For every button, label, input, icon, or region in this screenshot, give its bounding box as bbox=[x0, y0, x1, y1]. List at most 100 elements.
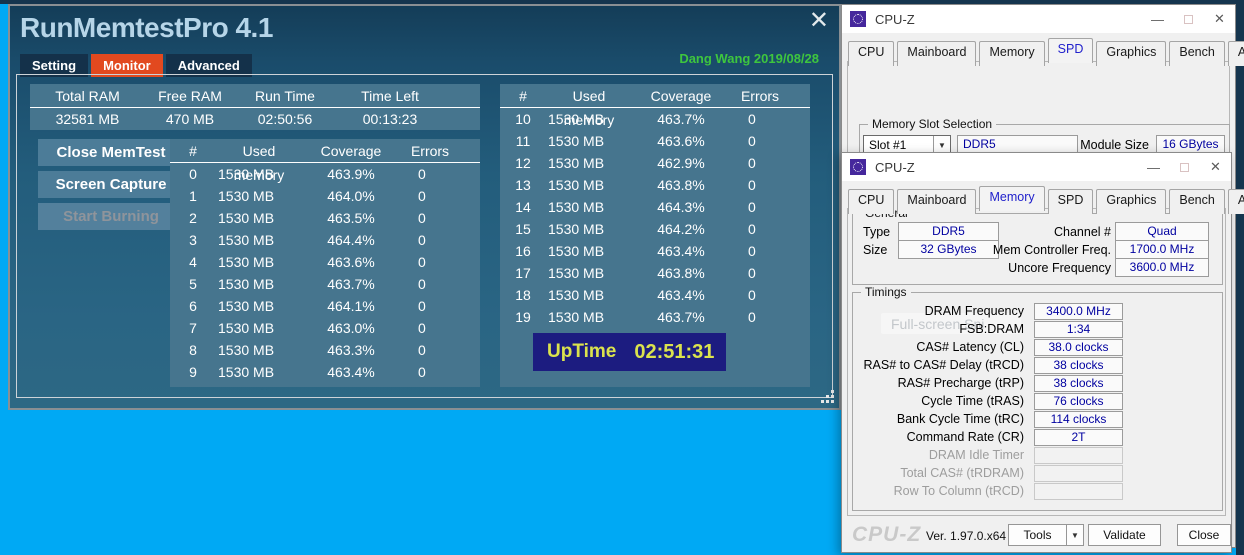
tools-button[interactable]: Tools bbox=[1008, 524, 1067, 546]
run-time-value: 02:50:56 bbox=[257, 111, 313, 127]
maximize-button[interactable] bbox=[1169, 153, 1200, 181]
fsb-dram-field: 1:34 bbox=[1034, 321, 1123, 338]
caption-buttons: — ✕ bbox=[1138, 153, 1231, 181]
col-header-coverage: Coverage bbox=[650, 88, 712, 104]
table-row: 1 1530 MB 464.0% 0 bbox=[189, 188, 426, 204]
close-button[interactable]: ✕ bbox=[1210, 159, 1221, 174]
timings-group: Timings DRAM Frequency 3400.0 MHz FSB:DR… bbox=[852, 285, 1223, 511]
version-label: Ver. 1.97.0.x64 bbox=[926, 529, 1007, 543]
tab-advanced[interactable]: Advanced bbox=[165, 54, 252, 77]
mem-controller-freq-field: 1700.0 MHz bbox=[1115, 240, 1209, 259]
button-column: Close MemTest Screen Capture Start Burni… bbox=[38, 139, 184, 235]
size-label: Size bbox=[863, 243, 888, 257]
timing-row: DRAM Idle Timer bbox=[853, 447, 1222, 464]
cpuz-tab-bar: CPU Mainboard Memory SPD Graphics Bench … bbox=[842, 181, 1244, 214]
trp-field: 38 clocks bbox=[1034, 375, 1123, 392]
total-ram-value: 32581 MB bbox=[55, 111, 120, 127]
summary-value-row: 32581 MB 470 MB 02:50:56 00:13:23 bbox=[30, 108, 480, 130]
cas-latency-field: 38.0 clocks bbox=[1034, 339, 1123, 356]
timing-row: Total CAS# (tRDRAM) bbox=[853, 465, 1222, 482]
table-row: 15 1530 MB 464.2% 0 bbox=[515, 221, 756, 237]
timing-row: Command Rate (CR) 2T bbox=[853, 429, 1222, 446]
tab-setting[interactable]: Setting bbox=[20, 54, 89, 77]
slot-select-combobox[interactable]: Slot #1 ▼ bbox=[863, 135, 951, 155]
group-label: Timings bbox=[861, 285, 911, 299]
module-size-field: 16 GBytes bbox=[1156, 135, 1225, 154]
memtest-window: ✕ RunMemtestPro 4.1 Dang Wang 2019/08/28… bbox=[8, 4, 841, 410]
table-row: 16 1530 MB 463.4% 0 bbox=[515, 243, 756, 259]
tab-mainboard[interactable]: Mainboard bbox=[897, 189, 977, 214]
close-icon[interactable]: ✕ bbox=[808, 7, 829, 34]
memtest-table-right: # Used memory Coverage Errors 10 1530 MB 4… bbox=[500, 84, 810, 387]
tab-about[interactable]: About bbox=[1227, 189, 1244, 214]
author-date-label: Dang Wang 2019/08/28 bbox=[679, 51, 819, 66]
validate-button[interactable]: Validate bbox=[1088, 524, 1161, 546]
tab-cpu[interactable]: CPU bbox=[848, 41, 895, 66]
cpuz-app-icon bbox=[850, 11, 866, 27]
free-ram-value: 470 MB bbox=[165, 111, 215, 127]
row-to-column-field bbox=[1034, 483, 1123, 500]
command-rate-field: 2T bbox=[1034, 429, 1123, 446]
tools-dropdown-icon[interactable]: ▼ bbox=[1066, 524, 1084, 546]
timing-row: FSB:DRAM 1:34 bbox=[853, 321, 1222, 338]
tab-bench[interactable]: Bench bbox=[1169, 189, 1225, 214]
close-button[interactable]: ✕ bbox=[1214, 11, 1225, 26]
tab-mainboard[interactable]: Mainboard bbox=[897, 41, 977, 66]
uptime-value: 02:51:31 bbox=[634, 340, 715, 363]
table-row: 8 1530 MB 463.3% 0 bbox=[189, 342, 426, 358]
table-row: 17 1530 MB 463.8% 0 bbox=[515, 265, 756, 281]
table-row: 4 1530 MB 463.6% 0 bbox=[189, 254, 426, 270]
close-button[interactable]: Close bbox=[1177, 524, 1231, 546]
close-memtest-button[interactable]: Close MemTest bbox=[38, 139, 184, 166]
group-label: Memory Slot Selection bbox=[868, 117, 997, 131]
minimize-button[interactable]: — bbox=[1147, 159, 1160, 175]
title-bar: CPU-Z — ✕ bbox=[842, 153, 1231, 181]
snip-ghost-overlay: Full-screen Sni bbox=[881, 313, 1021, 334]
tras-field: 76 clocks bbox=[1034, 393, 1123, 410]
tab-graphics[interactable]: Graphics bbox=[1096, 41, 1167, 66]
timing-row: CAS# Latency (CL) 38.0 clocks bbox=[853, 339, 1222, 356]
uptime-label: UpTime bbox=[547, 341, 617, 362]
tab-memory[interactable]: Memory bbox=[979, 41, 1045, 66]
table-header-row: # Used memory Coverage Errors bbox=[500, 84, 810, 128]
screen-capture-button[interactable]: Screen Capture bbox=[38, 171, 184, 198]
summary-header-free-ram: Free RAM bbox=[158, 88, 222, 104]
timing-row: Bank Cycle Time (tRC) 114 clocks bbox=[853, 411, 1222, 428]
table-row: 10 1530 MB 463.7% 0 bbox=[515, 111, 756, 127]
tab-spd[interactable]: SPD bbox=[1047, 38, 1094, 63]
tab-graphics[interactable]: Graphics bbox=[1096, 189, 1167, 214]
maximize-button[interactable] bbox=[1173, 5, 1204, 33]
col-header-errors: Errors bbox=[410, 143, 450, 159]
chevron-down-icon[interactable]: ▼ bbox=[933, 136, 950, 154]
resize-grip[interactable] bbox=[819, 388, 822, 391]
tab-cpu[interactable]: CPU bbox=[848, 189, 895, 214]
timing-row: RAS# Precharge (tRP) 38 clocks bbox=[853, 375, 1222, 392]
maximize-icon bbox=[1184, 14, 1193, 24]
uncore-frequency-field: 3600.0 MHz bbox=[1115, 258, 1209, 277]
background-window-edge-top bbox=[0, 0, 1244, 4]
minimize-button[interactable]: — bbox=[1151, 11, 1164, 27]
total-cas-field bbox=[1034, 465, 1123, 482]
background-window-edge-right bbox=[1236, 0, 1244, 555]
dram-idle-timer-field bbox=[1034, 447, 1123, 464]
slot-select-value: Slot #1 bbox=[869, 138, 907, 152]
table-header-row: # Used memory Coverage Errors bbox=[170, 139, 480, 183]
table-row: 9 1530 MB 463.4% 0 bbox=[189, 364, 426, 380]
tab-memory[interactable]: Memory bbox=[979, 186, 1045, 211]
col-header-index: # bbox=[189, 143, 197, 159]
table-row: 5 1530 MB 463.7% 0 bbox=[189, 276, 426, 292]
tab-monitor[interactable]: Monitor bbox=[91, 54, 163, 77]
col-header-used-memory: Used memory bbox=[233, 143, 285, 183]
table-row: 7 1530 MB 463.0% 0 bbox=[189, 320, 426, 336]
timing-row: RAS# to CAS# Delay (tRCD) 38 clocks bbox=[853, 357, 1222, 374]
tab-about[interactable]: About bbox=[1227, 41, 1244, 66]
col-header-index: # bbox=[519, 88, 527, 104]
app-title: RunMemtestPro 4.1 bbox=[20, 12, 273, 43]
cpuz-memory-window: CPU-Z — ✕ CPU Mainboard Memory SPD Graph… bbox=[841, 152, 1244, 553]
summary-header-row: Total RAM Free RAM Run Time Time Left bbox=[30, 84, 480, 108]
tab-bench[interactable]: Bench bbox=[1169, 41, 1225, 66]
timing-row: Cycle Time (tRAS) 76 clocks bbox=[853, 393, 1222, 410]
tab-spd[interactable]: SPD bbox=[1047, 189, 1094, 214]
channel-field: Quad bbox=[1115, 222, 1209, 241]
timing-row: DRAM Frequency 3400.0 MHz bbox=[853, 303, 1222, 320]
